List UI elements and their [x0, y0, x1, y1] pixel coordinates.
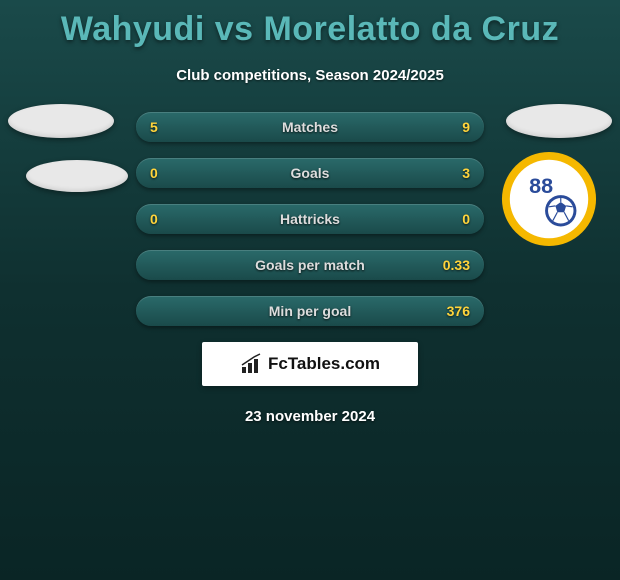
badge-number: 88 — [529, 173, 553, 198]
stat-right-value: 9 — [440, 119, 470, 135]
stat-label: Goals per match — [136, 257, 484, 273]
subtitle: Club competitions, Season 2024/2025 — [0, 67, 620, 84]
footer-date: 23 november 2024 — [0, 408, 620, 425]
branding-badge[interactable]: FcTables.com — [202, 342, 418, 386]
stat-left-value: 0 — [150, 165, 180, 181]
stat-label: Matches — [136, 119, 484, 135]
stat-right-value: 0.33 — [440, 257, 470, 273]
player-left-avatar — [8, 104, 128, 192]
stat-row-goals-per-match: Goals per match 0.33 — [136, 250, 484, 280]
compare-area: 88 5 Matches 9 0 Goals 3 0 Hattricks — [0, 112, 620, 425]
stats-list: 5 Matches 9 0 Goals 3 0 Hattricks 0 Goal… — [136, 112, 484, 326]
player-right-avatar: 88 — [506, 104, 612, 138]
club-badge-icon: 88 — [500, 150, 598, 248]
stat-row-hattricks: 0 Hattricks 0 — [136, 204, 484, 234]
stat-left-value: 0 — [150, 211, 180, 227]
avatar-placeholder-icon — [506, 104, 612, 138]
stat-label: Hattricks — [136, 211, 484, 227]
stat-right-value: 0 — [440, 211, 470, 227]
bar-chart-icon — [240, 353, 264, 375]
stat-label: Min per goal — [136, 303, 484, 319]
stat-row-matches: 5 Matches 9 — [136, 112, 484, 142]
stat-right-value: 376 — [440, 303, 470, 319]
stat-left-value: 5 — [150, 119, 180, 135]
stat-row-goals: 0 Goals 3 — [136, 158, 484, 188]
avatar-placeholder-icon — [8, 104, 114, 138]
branding-text: FcTables.com — [268, 354, 380, 374]
stat-right-value: 3 — [440, 165, 470, 181]
stat-row-min-per-goal: Min per goal 376 — [136, 296, 484, 326]
stat-label: Goals — [136, 165, 484, 181]
page-title: Wahyudi vs Morelatto da Cruz — [0, 0, 620, 49]
avatar-placeholder-icon — [26, 160, 128, 192]
